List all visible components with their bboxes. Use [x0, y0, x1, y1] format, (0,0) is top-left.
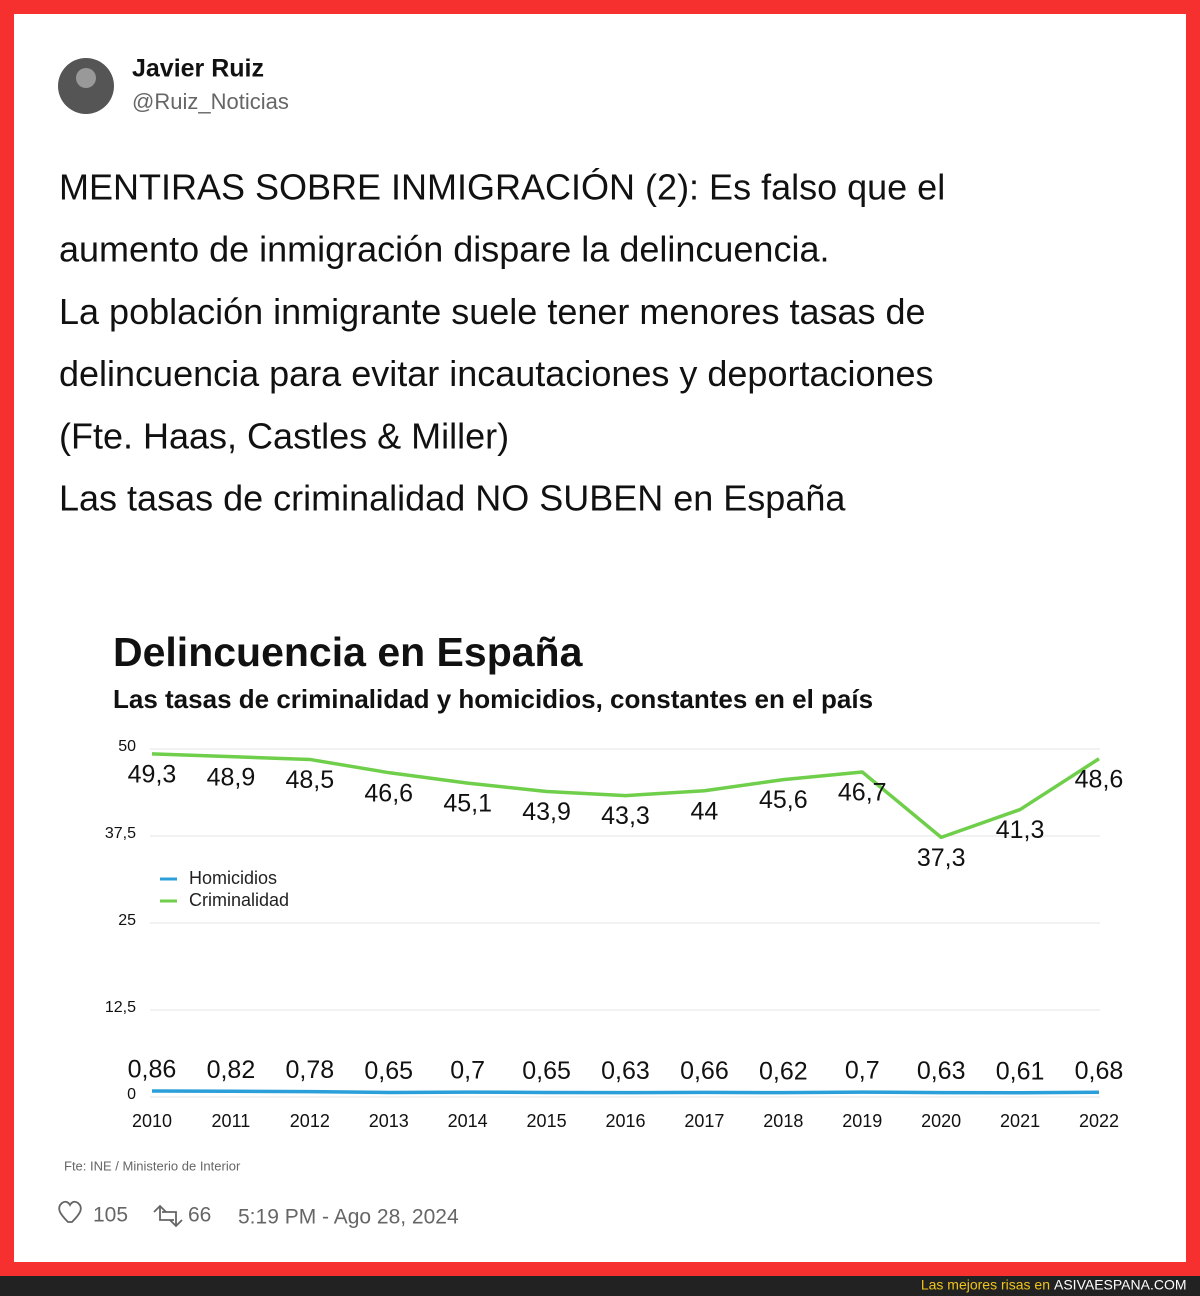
avatar-head — [76, 68, 96, 88]
footer-lead: Las mejores risas en — [921, 1277, 1050, 1293]
footer-site: ASIVAESPANA.COM — [1054, 1277, 1187, 1293]
retweet-count: 66 — [188, 1204, 211, 1227]
data-label: 45,6 — [759, 786, 808, 814]
x-tick-label: 2011 — [212, 1111, 251, 1131]
y-tick-label: 0 — [127, 1086, 136, 1103]
x-tick-label: 2022 — [1079, 1111, 1119, 1131]
data-label: 0,68 — [1075, 1057, 1124, 1085]
x-tick-label: 2013 — [369, 1111, 409, 1131]
x-tick-label: 2016 — [605, 1111, 645, 1131]
chart-subtitle: Las tasas de criminalidad y homicidios, … — [113, 684, 873, 714]
user-handle: @Ruiz_Noticias — [132, 89, 289, 114]
data-label: 0,63 — [917, 1057, 966, 1085]
data-label: 0,61 — [996, 1057, 1045, 1085]
chart-source: Fte: INE / Ministerio de Interior — [64, 1158, 241, 1173]
data-label: 48,9 — [207, 763, 256, 791]
x-tick-label: 2015 — [527, 1111, 567, 1131]
x-tick-label: 2017 — [684, 1111, 724, 1131]
data-label: 0,62 — [759, 1057, 808, 1085]
x-tick-label: 2019 — [842, 1111, 882, 1131]
like-count: 105 — [93, 1204, 128, 1227]
y-tick-label: 50 — [118, 738, 136, 755]
like-icon[interactable] — [58, 1200, 82, 1223]
legend-label: Homicidios — [189, 868, 277, 888]
card — [14, 14, 1186, 1262]
tweet-text-line: Las tasas de criminalidad NO SUBEN en Es… — [59, 478, 846, 519]
data-label: 41,3 — [996, 816, 1045, 844]
y-tick-label: 25 — [118, 912, 136, 929]
data-label: 0,65 — [522, 1057, 571, 1085]
tweet-text-line: delincuencia para evitar incautaciones y… — [59, 353, 934, 394]
data-label: 48,5 — [285, 766, 334, 794]
x-tick-label: 2018 — [763, 1111, 803, 1131]
tweet-text-line: (Fte. Haas, Castles & Miller) — [59, 415, 509, 456]
data-label: 0,65 — [364, 1057, 413, 1085]
y-tick-label: 12,5 — [105, 999, 136, 1016]
retweet-icon[interactable] — [153, 1204, 183, 1228]
data-label: 37,3 — [917, 844, 966, 872]
data-label: 0,7 — [450, 1057, 485, 1085]
x-tick-label: 2021 — [1000, 1111, 1040, 1131]
x-tick-label: 2014 — [448, 1111, 488, 1131]
data-label: 0,63 — [601, 1057, 650, 1085]
chart-title: Delincuencia en España — [113, 629, 584, 675]
data-label: 0,78 — [285, 1056, 334, 1084]
series-line — [151, 1089, 1100, 1095]
timestamp: 5:19 PM - Ago 28, 2024 — [238, 1206, 459, 1229]
tweet-text-line: aumento de inmigración dispare la delinc… — [59, 229, 829, 270]
data-label: 49,3 — [128, 760, 177, 788]
data-label: 0,7 — [845, 1057, 880, 1085]
legend-label: Criminalidad — [189, 890, 289, 910]
data-label: 46,7 — [838, 779, 887, 807]
x-tick-label: 2020 — [921, 1111, 961, 1131]
data-label: 46,6 — [364, 779, 413, 807]
y-tick-label: 37,5 — [105, 825, 136, 842]
tweet-text-line: MENTIRAS SOBRE INMIGRACIÓN (2): Es falso… — [59, 167, 945, 208]
x-tick-label: 2010 — [132, 1111, 172, 1131]
data-label: 45,1 — [443, 790, 492, 818]
data-label: 0,86 — [128, 1056, 177, 1084]
data-label: 0,82 — [207, 1056, 256, 1084]
x-tick-label: 2012 — [290, 1111, 330, 1131]
data-label: 0,66 — [680, 1057, 729, 1085]
series-line — [151, 752, 1100, 840]
user-name: Javier Ruiz — [132, 55, 264, 83]
footer-bar — [0, 1276, 1200, 1296]
tweet-text-line: La población inmigrante suele tener meno… — [59, 291, 926, 332]
data-label: 43,9 — [522, 798, 571, 826]
data-label: 48,6 — [1075, 765, 1124, 793]
data-label: 43,3 — [601, 802, 650, 830]
data-label: 44 — [691, 797, 719, 825]
